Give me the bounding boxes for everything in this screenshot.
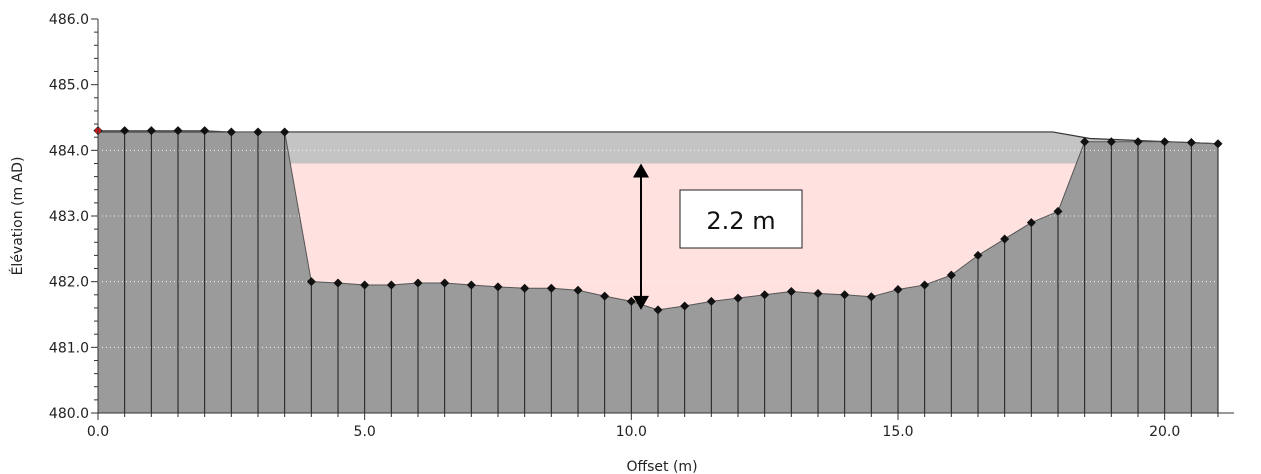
data-point [1080, 137, 1090, 147]
x-tick-label: 15.0 [882, 424, 913, 440]
data-point [786, 287, 796, 297]
data-point [653, 305, 663, 315]
data-point [280, 127, 290, 137]
data-point [573, 285, 583, 295]
data-point [1106, 137, 1116, 147]
data-point [706, 296, 716, 306]
annotation-layer: 2.2 m [633, 163, 803, 310]
depth-arrow-head-bottom [633, 295, 649, 310]
depth-arrow-head-top [633, 163, 649, 178]
data-point [866, 292, 876, 302]
x-tick-label: 10.0 [616, 424, 647, 440]
data-point [1186, 137, 1196, 147]
y-tick-label: 485.0 [49, 78, 89, 94]
y-tick-label: 486.0 [49, 12, 89, 28]
data-point [733, 293, 743, 303]
annotation-box [679, 189, 803, 249]
data-point [600, 291, 610, 301]
data-point [200, 126, 210, 136]
x-tick-label: 20.0 [1149, 424, 1180, 440]
x-tick-label: 5.0 [354, 424, 376, 440]
data-point [946, 270, 956, 280]
data-point [840, 290, 850, 300]
data-point [1160, 137, 1170, 147]
data-point [546, 283, 556, 293]
data-point [626, 296, 636, 306]
data-point [1000, 234, 1010, 244]
data-point [1213, 139, 1223, 149]
data-point [813, 288, 823, 298]
data-point [760, 290, 770, 300]
data-point [226, 127, 236, 137]
data-point [306, 277, 316, 287]
annotation-label: 2.2 m [706, 207, 775, 235]
data-point [680, 301, 690, 311]
ground-area [98, 130, 1218, 413]
data-point [360, 280, 370, 290]
data-point [146, 126, 156, 136]
data-point [493, 282, 503, 292]
y-tick-label: 484.0 [49, 143, 89, 159]
data-point [1053, 206, 1063, 216]
y-axis-label: Élévation (m AD) [9, 157, 26, 276]
data-point [440, 278, 450, 288]
x-axis-label: Offset (m) [626, 459, 697, 474]
station-lines-layer [97, 130, 1219, 413]
axes-layer: 480.0 481.0 482.0 483.0 484.0 485.0 486.0 0.0 5.… [49, 12, 1234, 440]
data-point [973, 250, 983, 260]
data-point [893, 285, 903, 295]
y-tick-label: 480.0 [49, 406, 89, 422]
y-tick-label: 482.0 [49, 275, 89, 291]
y-tick-label: 481.0 [49, 340, 89, 356]
grid-layer [98, 84, 1234, 348]
data-point [386, 280, 396, 290]
data-point [333, 278, 343, 288]
data-point [173, 126, 183, 136]
data-point [120, 126, 130, 136]
data-point [520, 283, 530, 293]
data-point [413, 278, 423, 288]
data-point [253, 127, 263, 137]
y-tick-label: 483.0 [49, 209, 89, 225]
data-point [466, 280, 476, 290]
data-point [920, 280, 930, 290]
data-point [1026, 218, 1036, 228]
x-tick-label: 0.0 [87, 424, 109, 440]
data-point [1133, 137, 1143, 147]
